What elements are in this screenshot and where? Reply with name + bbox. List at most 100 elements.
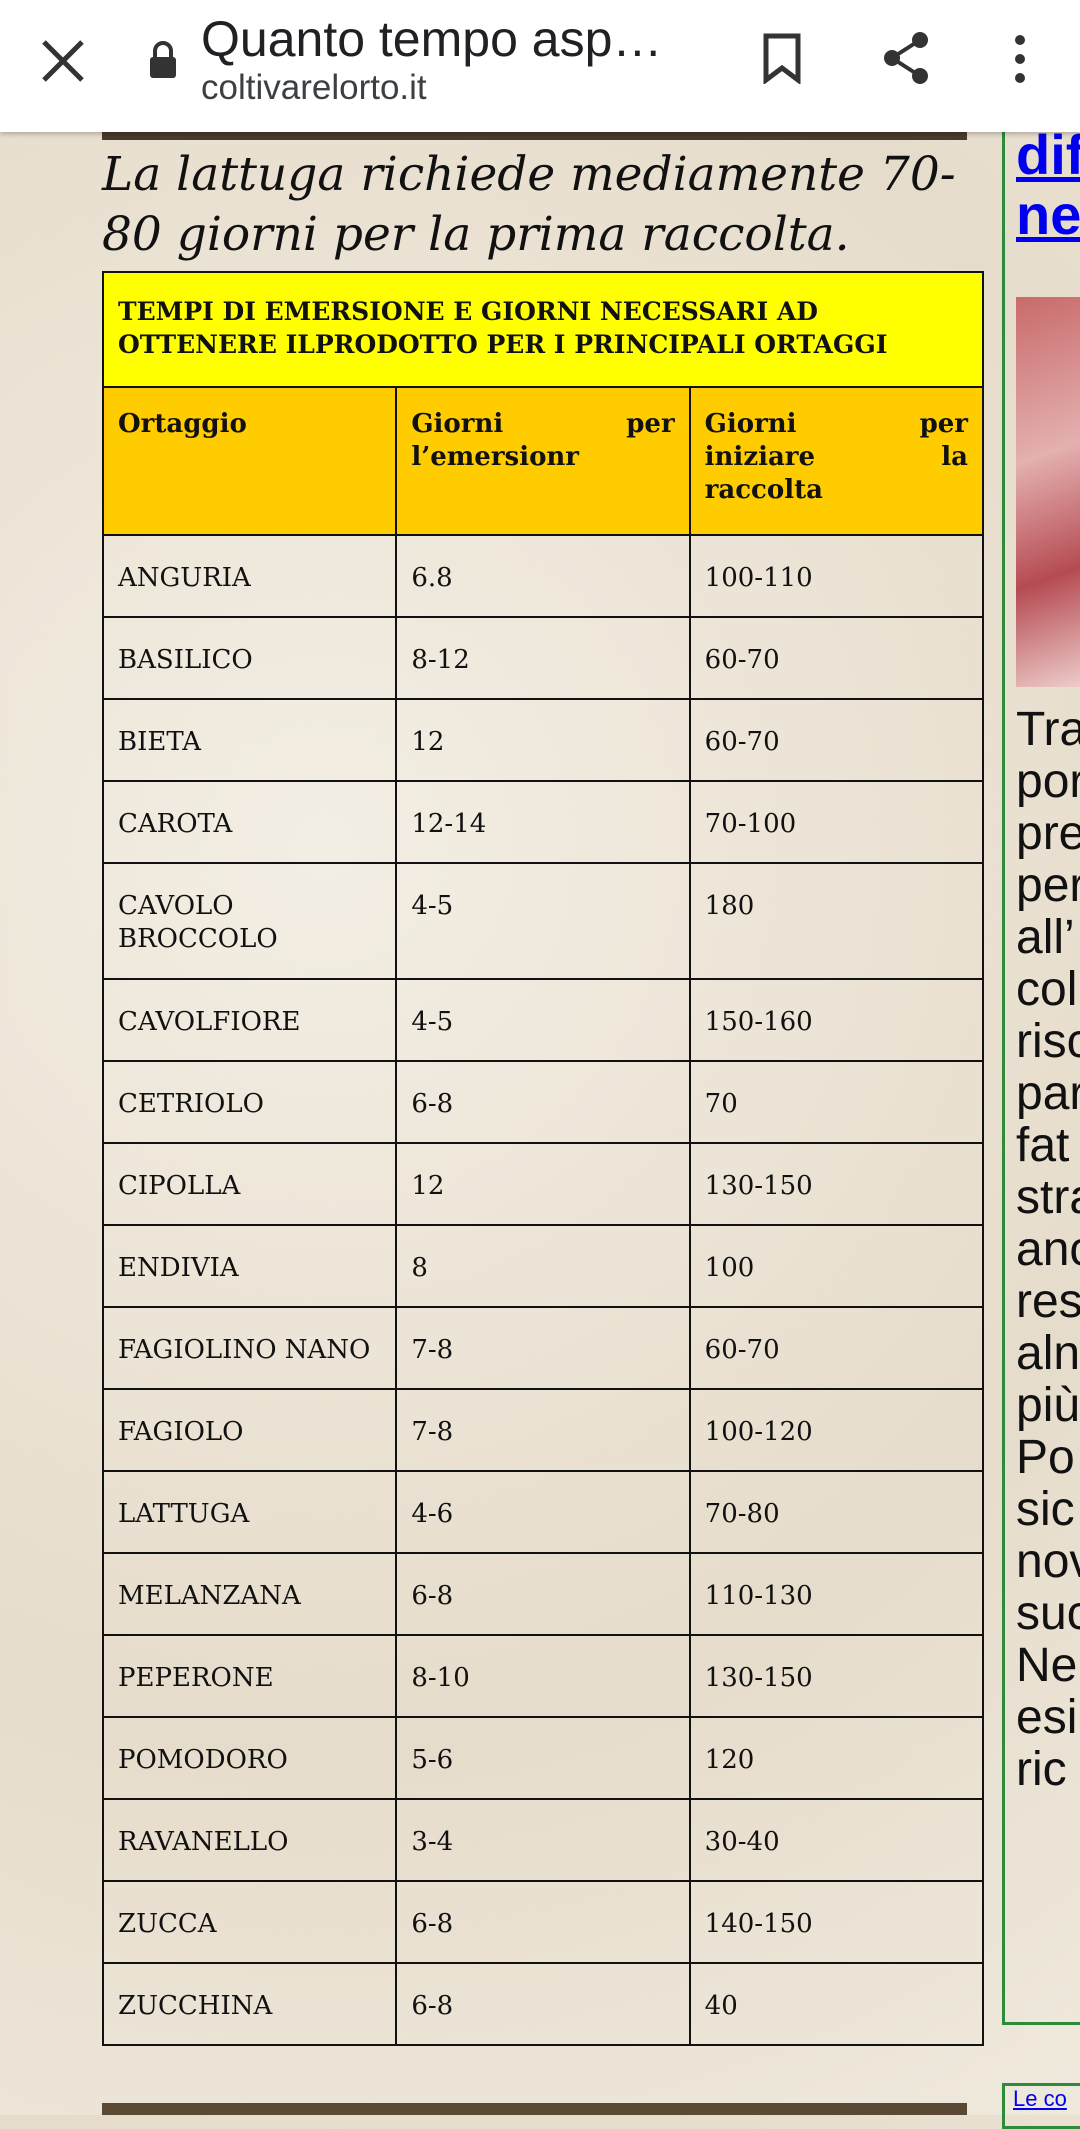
header-cell: Giorni per iniziare la raccolta: [688, 386, 985, 536]
image-edge: [102, 132, 967, 140]
table-row: CAROTA 12-14 70-100: [101, 780, 985, 864]
table-row: CAVOLO BROCCOLO 4-5 180: [101, 862, 985, 980]
table-cell: 130-150: [688, 1142, 985, 1226]
sidebar-text: por: [1016, 755, 1080, 808]
header-cell: Giorni per l’emersionr: [395, 386, 691, 536]
table-row: RAVANELLO 3-4 30-40: [101, 1798, 985, 1882]
table-cell: 8-12: [395, 616, 691, 700]
table-row: CAVOLFIORE 4-5 150-160: [101, 978, 985, 1062]
sidebar-text: Tra: [1016, 703, 1080, 756]
table-row: CETRIOLO 6-8 70: [101, 1060, 985, 1144]
sidebar-text: per: [1016, 859, 1080, 912]
table-cell: 120: [688, 1716, 985, 1800]
table-row: FAGIOLINO NANO 7-8 60-70: [101, 1306, 985, 1390]
sidebar-text: Po: [1016, 1431, 1075, 1484]
table-cell: POMODORO: [101, 1716, 398, 1800]
sidebar-text: aln: [1016, 1327, 1080, 1380]
table-cell: 70-80: [688, 1470, 985, 1554]
table-cell: 60-70: [688, 616, 985, 700]
table-cell: 130-150: [688, 1634, 985, 1718]
lock-icon: [150, 41, 176, 78]
table-row: BASILICO 8-12 60-70: [101, 616, 985, 700]
close-button[interactable]: [40, 38, 86, 84]
sidebar-text: esi: [1016, 1691, 1078, 1744]
table-cell: 12-14: [395, 780, 691, 864]
table-cell: MELANZANA: [101, 1552, 398, 1636]
table-cell: 4-5: [395, 978, 691, 1062]
sidebar-text: all’: [1016, 911, 1075, 964]
table-cell: ZUCCA: [101, 1880, 398, 1964]
table-cell: 4-6: [395, 1470, 691, 1554]
sidebar: dif ne Tra por pre per all’ col risc par fat str a…: [1002, 123, 1080, 2025]
table-row: ANGURIA 6.8 100-110: [101, 534, 985, 618]
table-row: LATTUGA 4-6 70-80: [101, 1470, 985, 1554]
data-table: TEMPI DI EMERSIONE E GIORNI NECESSARI AD…: [101, 271, 985, 2046]
table-row: PEPERONE 8-10 130-150: [101, 1634, 985, 1718]
table-cell: CETRIOLO: [101, 1060, 398, 1144]
table-cell: 110-130: [688, 1552, 985, 1636]
table-cell: 6-8: [395, 1552, 691, 1636]
page-url[interactable]: coltivarelorto.it: [201, 68, 427, 107]
table-cell: CAROTA: [101, 780, 398, 864]
table-cell: 6.8: [395, 534, 691, 618]
table-cell: 7-8: [395, 1388, 691, 1472]
table-row: MELANZANA 6-8 110-130: [101, 1552, 985, 1636]
sidebar-text: più: [1016, 1379, 1080, 1432]
sidebar-text: anc: [1016, 1223, 1080, 1276]
sidebar-text: nov: [1016, 1535, 1080, 1588]
table-cell: 6-8: [395, 1060, 691, 1144]
header-cell: Ortaggio: [101, 386, 398, 536]
share-button[interactable]: [880, 30, 934, 86]
header-row: Ortaggio Giorni per l’emersionr Giorni p…: [101, 386, 985, 536]
sidebar-text: fat: [1016, 1119, 1070, 1172]
sidebar-text: ric: [1016, 1743, 1067, 1796]
image-edge: [102, 2103, 967, 2115]
table-cell: 40: [688, 1962, 985, 2046]
table-cell: CAVOLO BROCCOLO: [101, 862, 398, 980]
table-cell: 7-8: [395, 1306, 691, 1390]
sidebar-link[interactable]: ne: [1016, 183, 1080, 246]
caption-row: TEMPI DI EMERSIONE E GIORNI NECESSARI AD…: [102, 271, 984, 388]
table-cell: 3-4: [395, 1798, 691, 1882]
bookmark-button[interactable]: [760, 32, 804, 84]
table-caption: TEMPI DI EMERSIONE E GIORNI NECESSARI AD…: [102, 271, 984, 388]
table-cell: 60-70: [688, 1306, 985, 1390]
table-cell: 60-70: [688, 698, 985, 782]
table-cell: 5-6: [395, 1716, 691, 1800]
sidebar-image: [1016, 297, 1080, 687]
table-cell: 100-110: [688, 534, 985, 618]
sidebar-text: risc: [1016, 1015, 1080, 1068]
table-cell: 12: [395, 698, 691, 782]
table-cell: 150-160: [688, 978, 985, 1062]
sidebar-text: pre: [1016, 807, 1080, 860]
table-cell: BASILICO: [101, 616, 398, 700]
table-cell: 180: [688, 862, 985, 980]
sidebar-text: sic: [1016, 1483, 1075, 1536]
table-row: CIPOLLA 12 130-150: [101, 1142, 985, 1226]
sidebar-text: suc: [1016, 1587, 1080, 1640]
table-cell: 70-100: [688, 780, 985, 864]
table-cell: ENDIVIA: [101, 1224, 398, 1308]
browser-bar: Quanto tempo asp… coltivarelorto.it: [0, 0, 1080, 132]
table-row: ZUCCHINA 6-8 40: [101, 1962, 985, 2046]
table-cell: ANGURIA: [101, 534, 398, 618]
bottom-link[interactable]: Le co: [1002, 2083, 1080, 2129]
sidebar-text: Ne: [1016, 1639, 1078, 1692]
table-cell: 12: [395, 1142, 691, 1226]
table-cell: 8: [395, 1224, 691, 1308]
page-title[interactable]: Quanto tempo asp…: [201, 11, 663, 67]
sidebar-text: col: [1016, 963, 1078, 1016]
table-cell: 4-5: [395, 862, 691, 980]
sidebar-link[interactable]: dif: [1016, 123, 1080, 186]
table-row: ZUCCA 6-8 140-150: [101, 1880, 985, 1964]
table-cell: FAGIOLO: [101, 1388, 398, 1472]
table-cell: 70: [688, 1060, 985, 1144]
menu-button[interactable]: [1010, 34, 1030, 84]
table-cell: 140-150: [688, 1880, 985, 1964]
sidebar-text: res: [1016, 1275, 1080, 1328]
table-cell: 6-8: [395, 1880, 691, 1964]
table-row: ENDIVIA 8 100: [101, 1224, 985, 1308]
table-cell: BIETA: [101, 698, 398, 782]
